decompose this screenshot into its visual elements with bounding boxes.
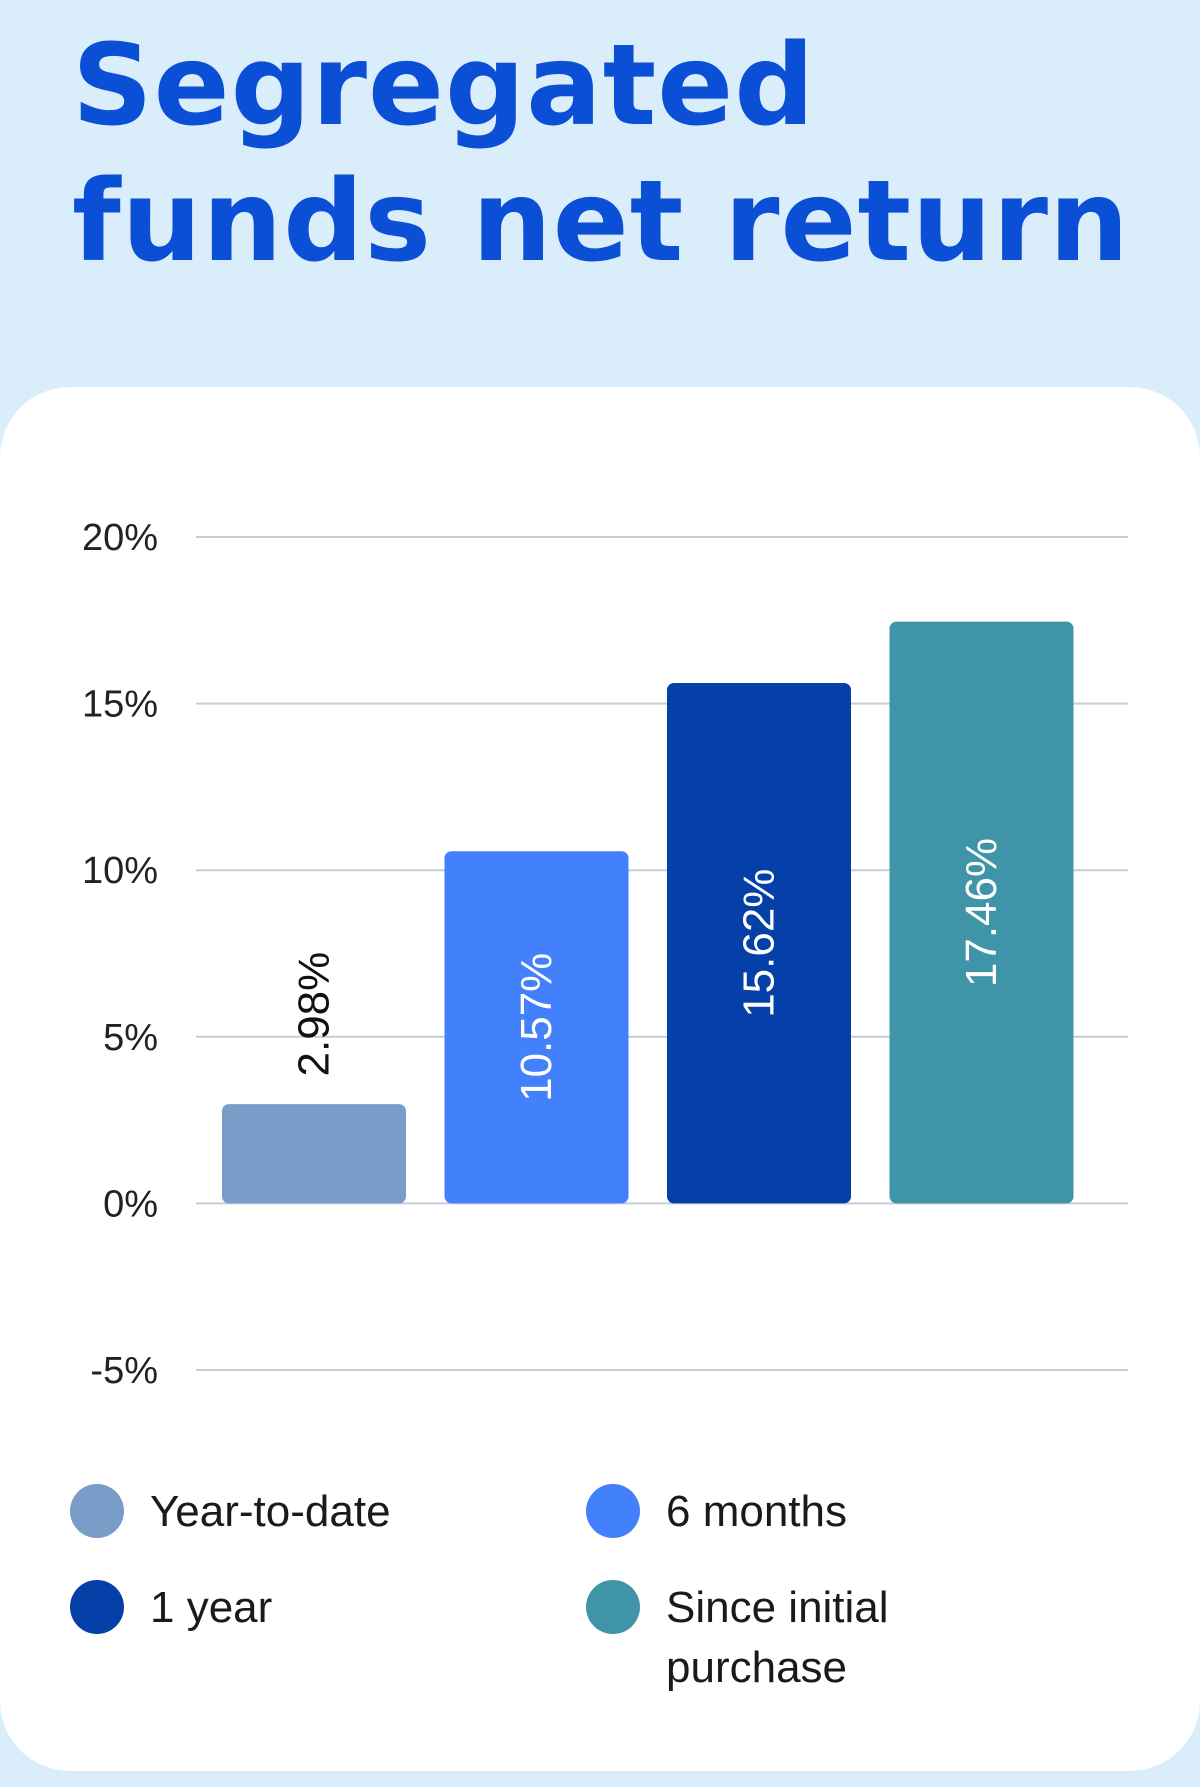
y-tick-label: 20% [82, 517, 158, 559]
legend-swatch-6-months [586, 1484, 640, 1538]
bar-chart: 20% 15% 10% 5% 0% -5% 2.98% 10.57% 15.62% 17.46% [82, 517, 1128, 1392]
bar-value-label: 10.57% [512, 953, 561, 1102]
legend-label-1-year: 1 year [150, 1583, 273, 1632]
bar-1-year [667, 682, 851, 1204]
bar-6-months [444, 851, 629, 1204]
y-tick-label: 5% [103, 1017, 158, 1059]
legend-label-6-months: 6 months [666, 1487, 847, 1536]
legend-item-since-initial-purchase: Since initial purchase [586, 1578, 966, 1698]
y-tick-label: -5% [90, 1350, 158, 1392]
legend-item-1-year: 1 year [70, 1578, 450, 1638]
bar-year-to-date [222, 1104, 406, 1204]
bar-value-label: 15.62% [735, 869, 784, 1018]
legend-swatch-1-year [70, 1580, 124, 1634]
y-tick-label: 10% [82, 850, 158, 892]
chart-card: 20% 15% 10% 5% 0% -5% 2.98% 10.57% 15.62% 17.46% … [0, 387, 1200, 1771]
legend-swatch-year-to-date [70, 1484, 124, 1538]
page-title: Segregated funds net return [72, 18, 1130, 290]
legend-swatch-since-initial-purchase [586, 1580, 640, 1634]
legend-item-year-to-date: Year-to-date [70, 1482, 450, 1542]
bar-value-label: 2.98% [290, 952, 339, 1077]
bar-since-initial-purchase [889, 621, 1074, 1204]
y-tick-label: 0% [103, 1183, 158, 1225]
bar-value-label: 17.46% [957, 838, 1006, 987]
title-line-2: funds net return [72, 157, 1130, 287]
legend-item-6-months: 6 months [586, 1482, 966, 1542]
legend-label-since-initial-purchase: Since initial purchase [666, 1583, 889, 1692]
legend-label-year-to-date: Year-to-date [150, 1487, 391, 1536]
y-tick-label: 15% [82, 684, 158, 726]
title-line-1: Segregated [72, 21, 816, 151]
